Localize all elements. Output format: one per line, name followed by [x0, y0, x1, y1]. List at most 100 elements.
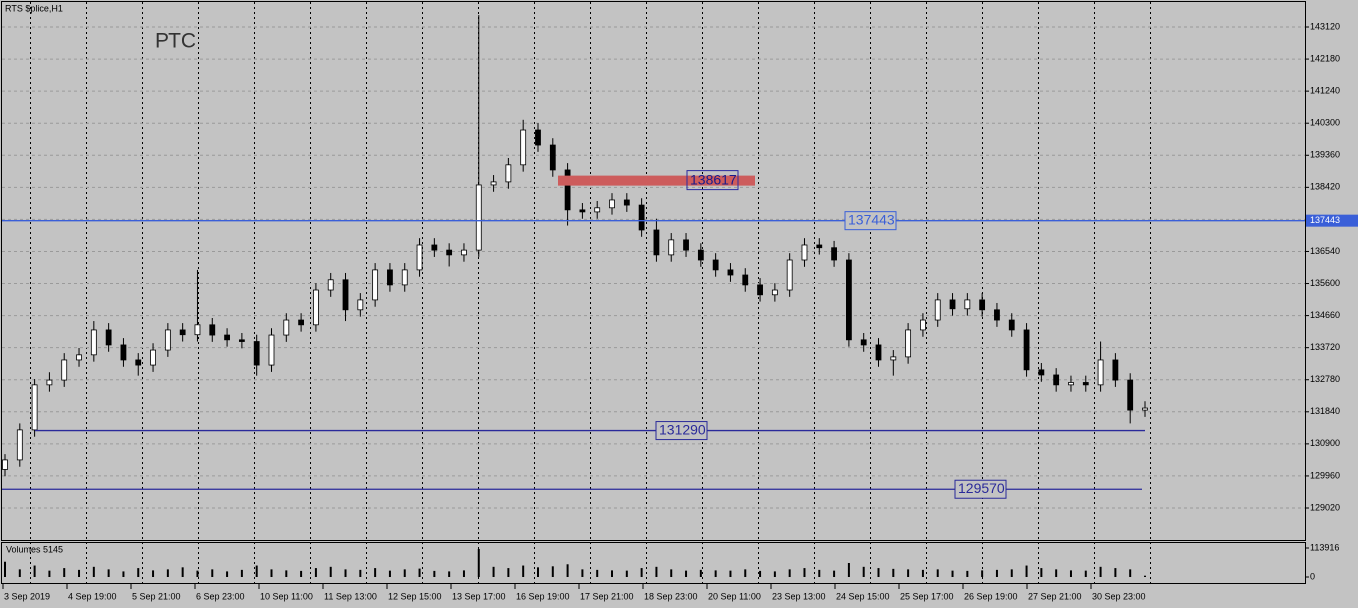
candle-body [283, 319, 290, 336]
candle-body [416, 244, 423, 271]
candle-body [594, 207, 601, 213]
candle-body [683, 239, 689, 251]
y-tick-label: 135600 [1310, 278, 1340, 288]
candle-body [1082, 382, 1089, 386]
candle-body [194, 324, 201, 336]
candle-body [727, 269, 734, 276]
candle-body [357, 299, 364, 311]
candle-body [934, 299, 941, 321]
candle-body [387, 269, 393, 286]
x-tick-label: 27 Sep 21:00 [1028, 591, 1082, 601]
candle-body [238, 339, 245, 342]
y-tick-label: 142180 [1310, 53, 1340, 63]
y-tick-label: 132780 [1310, 374, 1340, 384]
candle-body [549, 144, 556, 171]
candle-body [712, 259, 719, 271]
candle-body [475, 184, 482, 251]
candle-body [1053, 374, 1060, 386]
candle-body [1127, 379, 1134, 411]
candle-body [890, 356, 897, 361]
x-tick-label: 3 Sep 2019 [4, 591, 50, 601]
candle-body [638, 204, 645, 231]
candle-body [268, 334, 275, 366]
y-tick-label: 131840 [1310, 406, 1340, 416]
level-label-box [844, 211, 897, 231]
y-tick-label: 143120 [1310, 21, 1340, 31]
candle-body [831, 247, 837, 261]
candle-body [535, 129, 541, 146]
x-tick-label: 10 Sep 11:00 [260, 591, 313, 601]
x-tick-label: 26 Sep 19:00 [964, 591, 1018, 601]
candle-body [135, 359, 142, 366]
candle-body [994, 309, 1000, 321]
zone [558, 175, 755, 186]
candle-body [31, 384, 38, 431]
plot-frame [1, 1, 1306, 541]
candle-body [372, 269, 379, 301]
axis-tag [1306, 214, 1358, 227]
x-tick-label: 12 Sep 15:00 [388, 591, 442, 601]
chart-title: RTS $plice,H1 [5, 3, 63, 13]
axis-tag-label: 137443 [1310, 215, 1340, 225]
candle-body [964, 299, 971, 310]
candle-body [46, 379, 53, 386]
candle-body [179, 329, 186, 336]
level-label: 129570 [958, 480, 1005, 496]
y-tick-label: 113916 [1310, 542, 1339, 552]
volume-frame [1, 542, 1306, 584]
candle-body [342, 279, 349, 311]
x-tick-label: 11 Sep 13:00 [324, 591, 377, 601]
level-label-box [655, 421, 708, 441]
candle-body [979, 299, 986, 311]
level-label-box [954, 479, 1007, 499]
candle-body [1097, 359, 1104, 386]
annotation: РТС [155, 30, 196, 53]
x-tick-label: 6 Sep 23:00 [196, 591, 245, 601]
candle-body [150, 349, 156, 366]
x-tick-label: 4 Sep 19:00 [68, 591, 117, 601]
candle-body [564, 169, 571, 211]
level-label: 138617 [690, 171, 737, 187]
candle-body [875, 344, 882, 361]
level-label: 131290 [659, 421, 706, 437]
candle-body [90, 329, 97, 356]
candle-body [653, 229, 660, 256]
candle-body [786, 259, 793, 291]
candle-body [164, 329, 171, 351]
candle-body [446, 249, 453, 256]
x-tick-label: 23 Sep 13:00 [772, 591, 826, 601]
candle-body [505, 164, 512, 183]
candle-body [253, 341, 260, 366]
y-tick-label: 139360 [1310, 150, 1340, 160]
candle-body [76, 354, 82, 361]
candle-body [298, 319, 305, 326]
candle-body [771, 289, 778, 296]
candle-body [668, 239, 675, 256]
candle-body [105, 329, 112, 346]
y-tick-label: 140300 [1310, 118, 1340, 128]
candle-body [209, 324, 216, 336]
candle-body [609, 199, 615, 209]
x-tick-label: 16 Sep 19:00 [516, 591, 570, 601]
candle-body [1112, 359, 1119, 381]
candle-body [757, 284, 763, 296]
candle-body [490, 181, 497, 186]
x-tick-label: 30 Sep 23:00 [1092, 591, 1146, 601]
candle-body [697, 249, 704, 261]
candle-body [845, 259, 852, 341]
candle-body [520, 129, 527, 166]
x-tick-label: 20 Sep 11:00 [708, 591, 761, 601]
candle-body [61, 359, 68, 381]
candle-body [1008, 319, 1015, 331]
x-tick-label: 24 Sep 15:00 [836, 591, 890, 601]
y-tick-label: 129960 [1310, 470, 1340, 480]
candle-body [949, 299, 956, 310]
y-tick-label: 136540 [1310, 246, 1340, 256]
y-tick-label: 130900 [1310, 438, 1340, 448]
candle-body [1023, 329, 1030, 371]
x-tick-label: 17 Sep 21:00 [580, 591, 634, 601]
x-tick-label: 25 Sep 17:00 [900, 591, 954, 601]
candle-body [327, 279, 334, 291]
candle-body [623, 199, 630, 206]
